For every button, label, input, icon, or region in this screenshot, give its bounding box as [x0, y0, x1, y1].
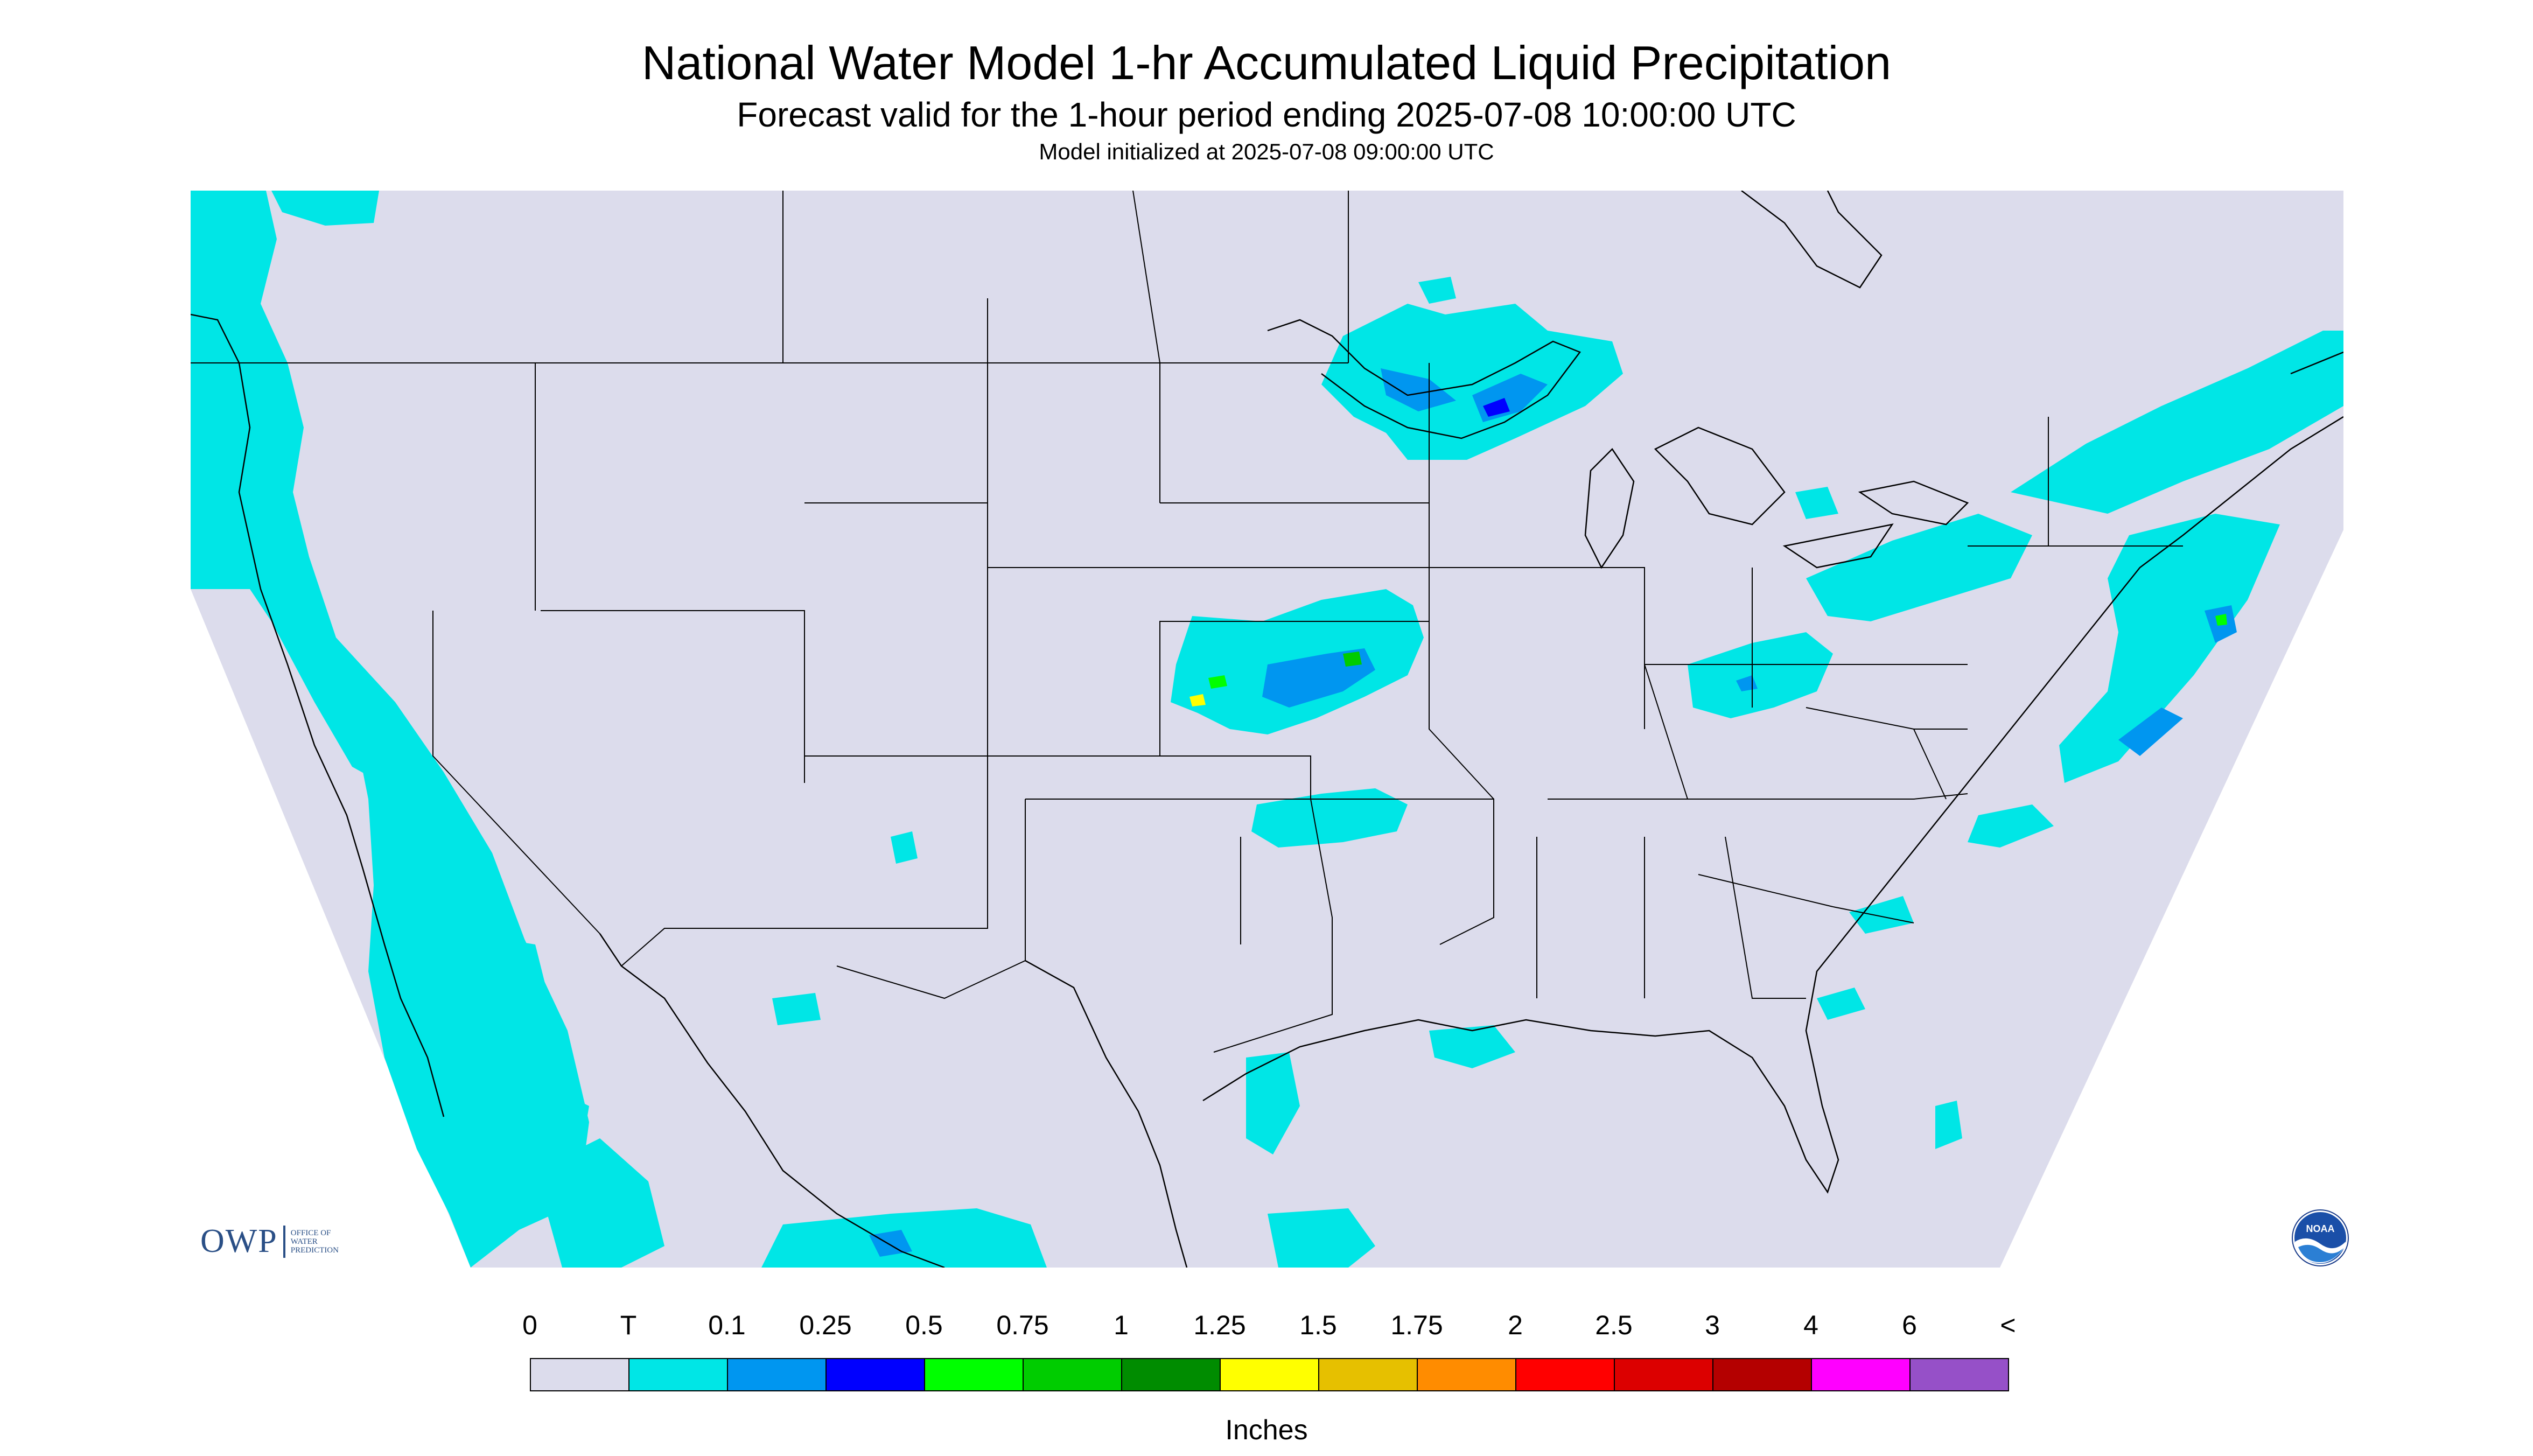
- colorbar-swatch: [727, 1358, 827, 1391]
- noaa-logo-text: NOAA: [2306, 1223, 2335, 1234]
- colorbar-swatch: [1515, 1358, 1615, 1391]
- precip-new-england: [2011, 331, 2343, 514]
- colorbar-tick: 1.75: [1390, 1310, 1443, 1340]
- precip-ohio-valley: [1688, 632, 1833, 718]
- owp-logo-abbr: OWP: [200, 1223, 278, 1259]
- colorbar-tick: 1: [1114, 1310, 1129, 1340]
- map-subtitle: Forecast valid for the 1-hour period end…: [737, 95, 1796, 134]
- precip-atlantic-ne: [2059, 514, 2280, 783]
- precip-gulf-core: [869, 1230, 912, 1257]
- coastlines-and-borders: [191, 191, 2343, 1268]
- precip-se-california: [498, 939, 551, 1047]
- colorbar-swatch: [628, 1358, 728, 1391]
- precip-plains-max3: [1189, 694, 1206, 706]
- precip-great-lakes-spots: [1795, 487, 1838, 519]
- colorbar-swatch: [1712, 1358, 1812, 1391]
- precip-pa-ny: [1806, 514, 2032, 621]
- colorbar-tick: 2.5: [1595, 1310, 1633, 1340]
- colorbar-swatch: [1023, 1358, 1122, 1391]
- precip-missouri-arkansas: [1251, 788, 1408, 848]
- colorbar-tick: 4: [1803, 1310, 1818, 1340]
- precip-plains-max1: [1343, 652, 1362, 667]
- colorbar-tick: 1.25: [1193, 1310, 1246, 1340]
- precip-atlantic-se: [1968, 804, 2054, 848]
- colorbar-tick: 2: [1508, 1310, 1523, 1340]
- owp-logo-line: PREDICTION: [290, 1245, 339, 1255]
- colorbar-swatch: [1811, 1358, 1911, 1391]
- precip-areas: [191, 191, 2343, 1268]
- colorbar-tick: 0: [522, 1310, 537, 1340]
- colorbar: [530, 1358, 2009, 1391]
- colorbar-swatch: [924, 1358, 1024, 1391]
- colorbar-tick: 0.75: [996, 1310, 1049, 1340]
- precip-mn-ne: [1418, 277, 1456, 304]
- colorbar-tick: 0.1: [708, 1310, 746, 1340]
- noaa-logo: NOAA: [2292, 1209, 2349, 1266]
- owp-logo-line: WATER: [290, 1237, 318, 1246]
- colorbar-tick: 3: [1705, 1310, 1720, 1340]
- precip-superior-max: [1483, 398, 1510, 417]
- colorbar-swatch: [1909, 1358, 2009, 1391]
- precip-arizona: [891, 831, 918, 864]
- precip-louisiana: [1429, 1025, 1515, 1068]
- colorbar-swatch: [1417, 1358, 1516, 1391]
- domain-outside-right: [2000, 530, 2343, 1268]
- precip-texas-coast: [1246, 1052, 1300, 1154]
- colorbar-tick: <: [2000, 1310, 2016, 1340]
- precip-atlantic-ne-band: [2118, 708, 2183, 756]
- colorbar-tick: 0.5: [905, 1310, 943, 1340]
- owp-logo-line: OFFICE OF: [290, 1228, 331, 1237]
- map-title: National Water Model 1-hr Accumulated Li…: [641, 36, 1892, 89]
- colorbar-swatch: [1220, 1358, 1319, 1391]
- colorbar-tick: 1.5: [1299, 1310, 1337, 1340]
- precipitation-map: [191, 191, 2343, 1268]
- owp-logo: OWP OFFICE OF WATER PREDICTION: [200, 1222, 339, 1261]
- colorbar-tick: 0.25: [799, 1310, 852, 1340]
- owp-logo-text: OFFICE OF WATER PREDICTION: [291, 1229, 339, 1255]
- precip-west-texas: [772, 993, 821, 1025]
- precip-florida-east: [1935, 1101, 1962, 1149]
- colorbar-swatch: [1121, 1358, 1221, 1391]
- colorbar-swatch: [1318, 1358, 1418, 1391]
- colorbar-tick: T: [620, 1310, 637, 1340]
- precip-lake-superior: [1321, 304, 1623, 460]
- state-boundaries: [191, 191, 2183, 1053]
- precip-baja-spot: [562, 1095, 589, 1138]
- precip-atlantic-se3: [1817, 988, 1865, 1020]
- precip-atlantic-se2: [1849, 896, 1914, 934]
- colorbar-unit-label: Inches: [1225, 1415, 1308, 1446]
- colorbar-swatch: [1614, 1358, 1713, 1391]
- model-init-text: Model initialized at 2025-07-08 09:00:00…: [1039, 139, 1494, 164]
- precip-pacific-ne-patch: [271, 191, 379, 226]
- precip-superior-core: [1381, 368, 1456, 411]
- colorbar-tick: 6: [1902, 1310, 1917, 1340]
- precip-gulf-offshore: [1268, 1208, 1375, 1268]
- precip-plains-max2: [1208, 675, 1227, 689]
- colorbar-swatch: [825, 1358, 925, 1391]
- precip-atlantic-ne-max: [2215, 614, 2227, 626]
- colorbar-swatch: [530, 1358, 629, 1391]
- precip-pacific-northwest: [191, 191, 401, 794]
- precip-pacific-ca: [336, 638, 589, 1268]
- owp-logo-divider: [283, 1225, 285, 1258]
- precip-baja-offshore: [535, 1138, 664, 1268]
